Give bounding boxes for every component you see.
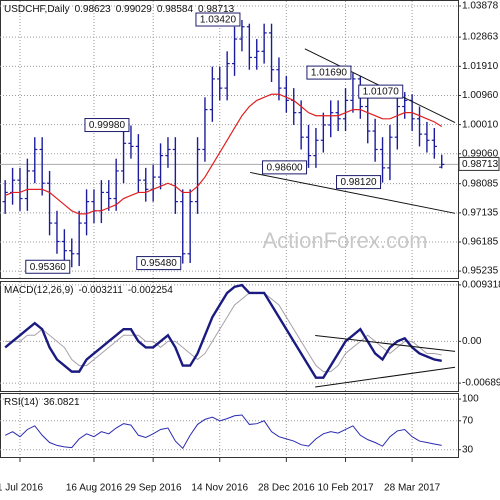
rsi-panel bbox=[0, 393, 459, 458]
x-tick-label: 10 Feb 2017 bbox=[317, 483, 374, 494]
level-box bbox=[358, 84, 404, 99]
level-box bbox=[25, 259, 71, 274]
panel-header: USDCHF,Daily 0.98623 0.99029 0.98584 0.98713 bbox=[4, 4, 235, 15]
y-tick-label: 0.97135 bbox=[462, 207, 499, 218]
indicator-line bbox=[5, 292, 442, 373]
header-value: 0.98713 bbox=[198, 4, 235, 15]
trendline bbox=[249, 171, 456, 214]
level-label: 0.95360 bbox=[30, 262, 67, 273]
x-tick-label: 14 Nov 2016 bbox=[191, 483, 248, 494]
x-tick-label: 29 Sep 2016 bbox=[125, 483, 182, 494]
trendline bbox=[315, 366, 456, 388]
y-tick-label: 1.00960 bbox=[462, 90, 499, 101]
y-tick-label: 70 bbox=[462, 415, 474, 426]
level-label: 0.98600 bbox=[266, 163, 303, 174]
level-box bbox=[336, 175, 382, 190]
header-value: 0.98584 bbox=[157, 4, 194, 15]
level-box bbox=[84, 118, 130, 133]
level-label: 1.01690 bbox=[311, 68, 348, 79]
panel-header: MACD(12,26,9) -0.003211 -0.002254 bbox=[4, 285, 173, 296]
level-label: 1.03420 bbox=[200, 15, 237, 26]
watermark: ActionForex.com bbox=[262, 228, 427, 253]
y-tick-label: 1.01910 bbox=[462, 61, 499, 72]
header-value: 0.98623 bbox=[75, 4, 112, 15]
y-tick-label: 0.99060 bbox=[462, 148, 499, 159]
header-value: -0.002254 bbox=[128, 285, 173, 296]
y-tick-label: 1.02863 bbox=[462, 32, 499, 43]
level-label: 0.99980 bbox=[89, 120, 126, 131]
level-label: 0.98120 bbox=[340, 177, 377, 188]
price-panel bbox=[0, 0, 459, 279]
last-price-box bbox=[458, 156, 500, 171]
y-tick-label: 0.95235 bbox=[462, 266, 499, 277]
x-tick-label: 1 Jul 2016 bbox=[0, 483, 43, 494]
indicator-line bbox=[4, 283, 442, 379]
y-tick-label: 1.00010 bbox=[462, 119, 499, 130]
y-tick-label: 100 bbox=[462, 394, 479, 405]
level-label: 1.01070 bbox=[363, 87, 400, 98]
level-box bbox=[136, 256, 182, 271]
panel-title: RSI(14) bbox=[4, 397, 38, 408]
y-tick-label: 30 bbox=[462, 444, 474, 455]
x-tick-label: 28 Dec 2016 bbox=[258, 483, 315, 494]
y-tick-label: 0.009318 bbox=[462, 280, 500, 291]
macd-panel bbox=[0, 281, 459, 392]
header-value: -0.003211 bbox=[78, 285, 123, 296]
panel-title: USDCHF,Daily bbox=[4, 4, 70, 15]
level-box bbox=[262, 160, 308, 175]
panel-header: RSI(14) 36.0821 bbox=[4, 397, 80, 408]
header-value: 0.99029 bbox=[116, 4, 153, 15]
header-value: 36.0821 bbox=[43, 397, 80, 408]
panel-title: MACD(12,26,9) bbox=[4, 285, 73, 296]
y-tick-label: 1.03878 bbox=[462, 1, 499, 12]
x-tick-label: 16 Aug 2016 bbox=[66, 483, 123, 494]
y-tick-label: 0.98085 bbox=[462, 178, 499, 189]
x-tick-label: 28 Mar 2017 bbox=[384, 483, 441, 494]
indicator-line bbox=[4, 414, 442, 450]
level-label: 0.95480 bbox=[141, 258, 178, 269]
y-tick-label: 0.96185 bbox=[462, 237, 499, 248]
y-tick-label: -0.006894 bbox=[462, 378, 500, 389]
moving-average bbox=[4, 93, 443, 215]
level-box bbox=[306, 65, 352, 80]
level-box bbox=[195, 12, 241, 27]
trendline bbox=[315, 334, 456, 352]
y-tick-label: 0.00 bbox=[462, 336, 482, 347]
last-price-label: 0.98713 bbox=[462, 159, 499, 170]
